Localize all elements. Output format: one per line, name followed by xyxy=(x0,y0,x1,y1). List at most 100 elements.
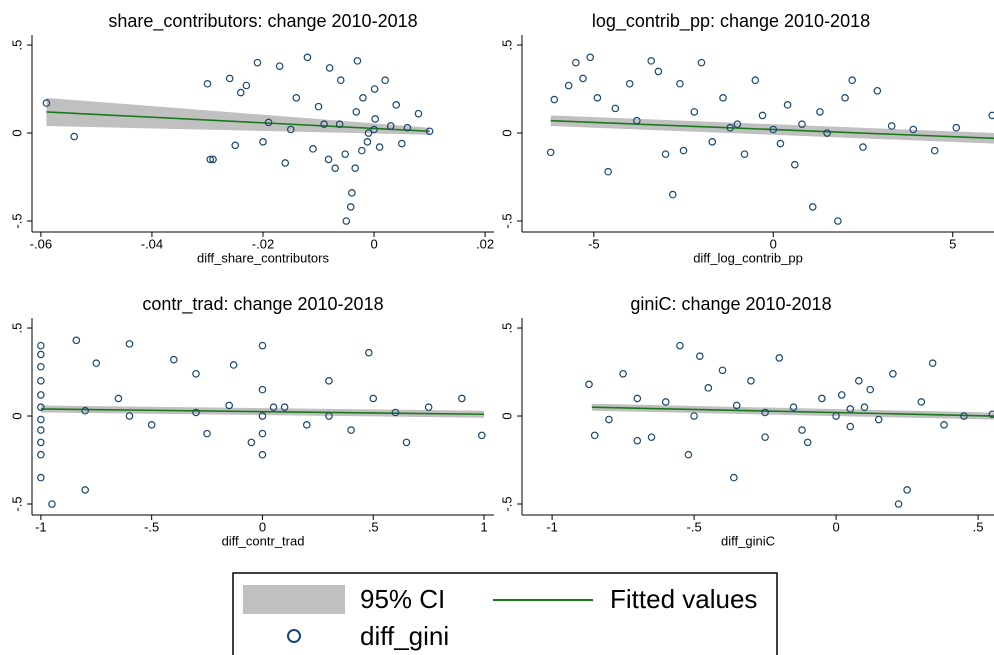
point xyxy=(424,403,433,412)
point xyxy=(192,369,200,378)
point xyxy=(775,354,784,362)
point xyxy=(72,336,81,345)
point xyxy=(264,118,273,127)
point xyxy=(940,421,948,429)
point xyxy=(605,415,613,424)
point xyxy=(859,143,867,151)
fitted-line xyxy=(550,119,994,140)
point xyxy=(783,101,792,109)
point xyxy=(42,99,51,107)
point xyxy=(286,125,295,134)
x-tick-label: 0 xyxy=(370,236,377,251)
point xyxy=(292,94,301,102)
point xyxy=(708,138,717,146)
point xyxy=(866,385,874,394)
point xyxy=(309,145,317,153)
point xyxy=(690,412,698,420)
fitted-line xyxy=(591,406,994,417)
point xyxy=(325,377,333,385)
point xyxy=(37,438,45,447)
ci-band xyxy=(46,97,430,135)
fitted-line xyxy=(46,111,430,133)
x-tick-label: -.04 xyxy=(141,236,163,251)
point xyxy=(371,115,379,123)
legend-label: 95% CI xyxy=(360,584,445,614)
panel-title: log_contrib_pp: change 2010-2018 xyxy=(592,11,870,32)
point xyxy=(679,146,688,155)
point xyxy=(203,429,211,438)
point xyxy=(572,58,580,67)
point xyxy=(258,385,267,394)
x-axis-label: diff_log_contrib_pp xyxy=(693,250,803,265)
point xyxy=(81,486,89,494)
point xyxy=(704,384,713,392)
point xyxy=(70,132,79,141)
point xyxy=(336,76,345,85)
point xyxy=(719,94,727,102)
point xyxy=(314,102,323,111)
point xyxy=(280,403,289,412)
point xyxy=(192,408,200,417)
x-tick-label: -1 xyxy=(546,519,558,534)
point xyxy=(209,155,217,164)
point xyxy=(823,129,831,137)
point xyxy=(325,64,334,72)
point xyxy=(661,398,670,406)
point xyxy=(258,450,267,459)
point xyxy=(593,94,602,102)
point xyxy=(751,76,760,85)
y-tick-label: .5 xyxy=(9,323,24,334)
point xyxy=(381,76,389,85)
point xyxy=(564,81,573,90)
x-tick-label: 0 xyxy=(832,519,839,534)
x-tick-label: 1 xyxy=(480,519,487,534)
point xyxy=(633,394,642,403)
point xyxy=(837,391,846,399)
point xyxy=(92,359,101,368)
point xyxy=(930,146,939,155)
point xyxy=(952,123,961,132)
point xyxy=(324,155,333,164)
point xyxy=(370,85,379,93)
point xyxy=(647,57,656,65)
point xyxy=(740,150,749,158)
point xyxy=(114,394,123,403)
point xyxy=(676,79,684,88)
point xyxy=(359,94,367,102)
y-tick-label: 0 xyxy=(499,129,514,136)
y-tick-label: 0 xyxy=(9,412,24,419)
x-tick-label: -.5 xyxy=(687,519,702,534)
point xyxy=(369,394,378,403)
point xyxy=(808,203,817,211)
point xyxy=(747,377,755,385)
point xyxy=(726,123,734,132)
plot-area xyxy=(37,336,486,508)
plot-area xyxy=(546,53,994,225)
point xyxy=(386,122,395,130)
point xyxy=(258,341,267,350)
point xyxy=(732,401,741,410)
y-tick-label: .5 xyxy=(499,323,514,334)
point xyxy=(733,120,742,129)
point xyxy=(225,401,234,410)
legend-swatch xyxy=(287,629,301,643)
point xyxy=(203,79,212,88)
point xyxy=(625,79,634,88)
y-tick-label: -.5 xyxy=(9,213,24,228)
point xyxy=(818,394,826,403)
point xyxy=(398,139,406,148)
point xyxy=(341,150,349,158)
point xyxy=(647,433,656,441)
point xyxy=(889,369,897,378)
point xyxy=(325,412,333,420)
x-tick-label: .5 xyxy=(973,519,984,534)
point xyxy=(37,341,45,350)
point xyxy=(352,108,361,116)
point xyxy=(546,148,555,157)
point xyxy=(848,76,857,85)
point xyxy=(37,426,45,434)
x-tick-label: .02 xyxy=(476,236,494,251)
point xyxy=(816,108,824,116)
point xyxy=(281,159,290,167)
point xyxy=(347,426,355,434)
